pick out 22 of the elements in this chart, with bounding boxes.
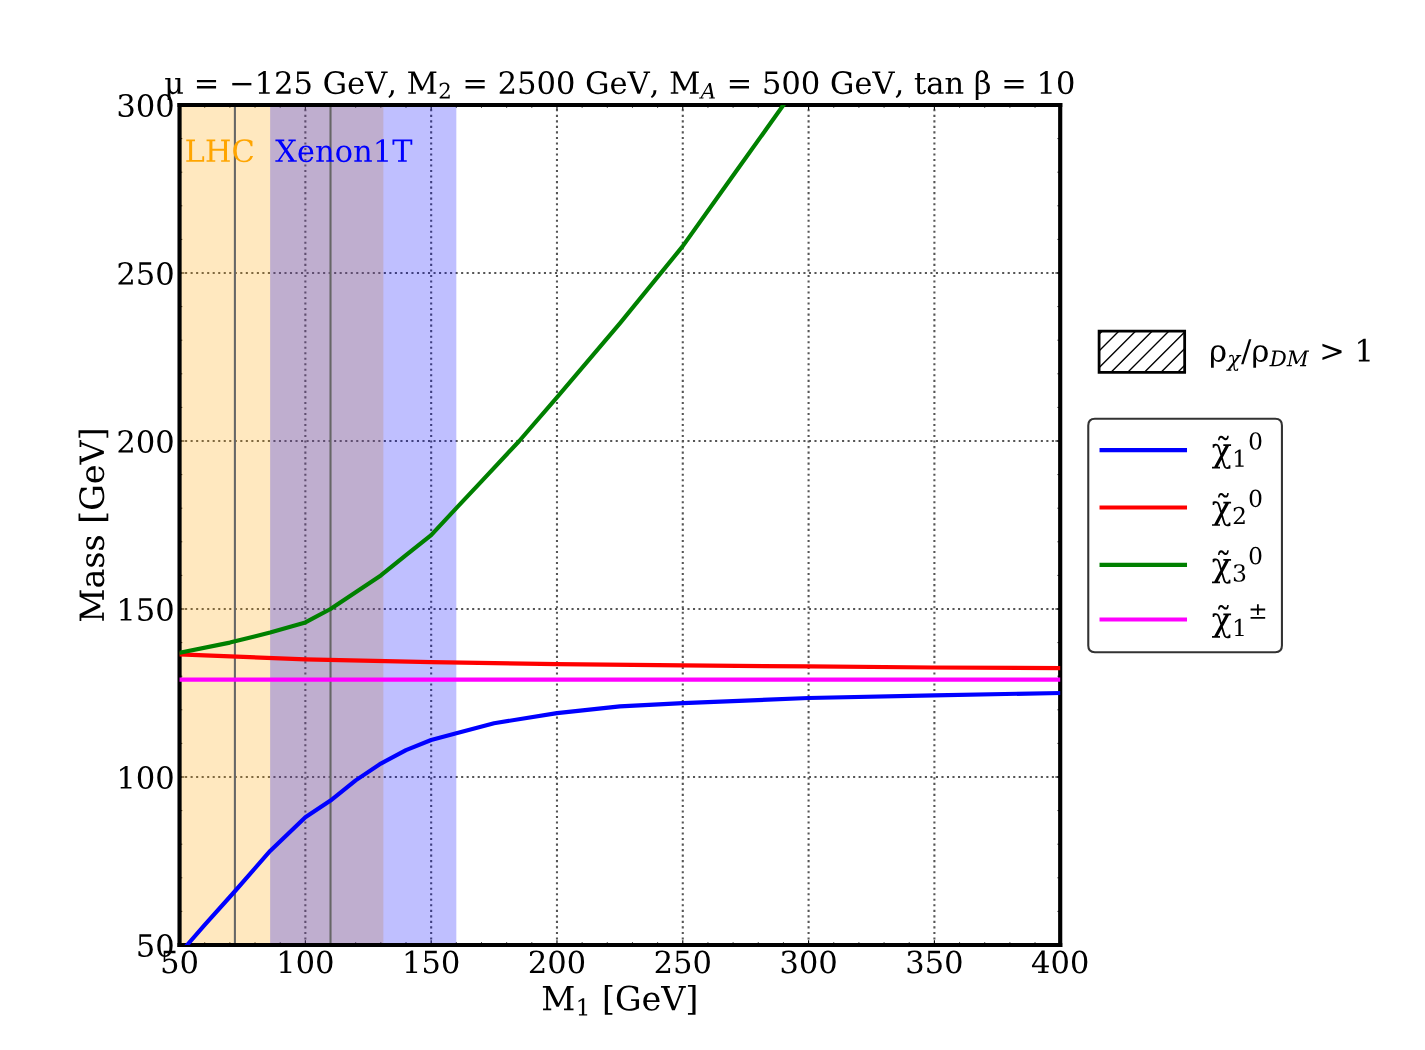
legend-label: χ̃$_{2}$$^{0}$ <box>1212 489 1262 527</box>
line-series <box>179 105 786 655</box>
legend-label: χ̃$_{1}$$^{±}$ <box>1212 604 1266 639</box>
x-tick-label: 400 <box>1031 950 1088 974</box>
band-label: Xenon1T <box>275 139 413 163</box>
line-series <box>185 690 1061 945</box>
line-series <box>179 652 1061 671</box>
x-tick-label: 250 <box>655 950 710 974</box>
y-tick-label: 100 <box>120 765 173 790</box>
y-tick-label: 250 <box>118 261 173 286</box>
x-tick-label: 100 <box>279 950 333 974</box>
x-tick-label: 300 <box>781 950 836 974</box>
x-tick-label: 150 <box>405 950 459 974</box>
x-tick-label: 200 <box>529 950 585 974</box>
y-tick-label: 200 <box>118 429 173 454</box>
legend-label: χ̃$_{3}$$^{0}$ <box>1212 546 1262 584</box>
x-tick-label: 350 <box>907 950 962 974</box>
text: ρ$_{χ}$/ρ$_{DM}$ > 1 <box>1211 338 1370 371</box>
y-tick-label: 150 <box>120 597 173 622</box>
legend-label: χ̃$_{1}$$^{0}$ <box>1212 432 1262 469</box>
x-axis-title: M$_{1}$ [GeV] <box>542 984 696 1016</box>
y-axis-title: Mass [GeV] <box>78 430 109 621</box>
